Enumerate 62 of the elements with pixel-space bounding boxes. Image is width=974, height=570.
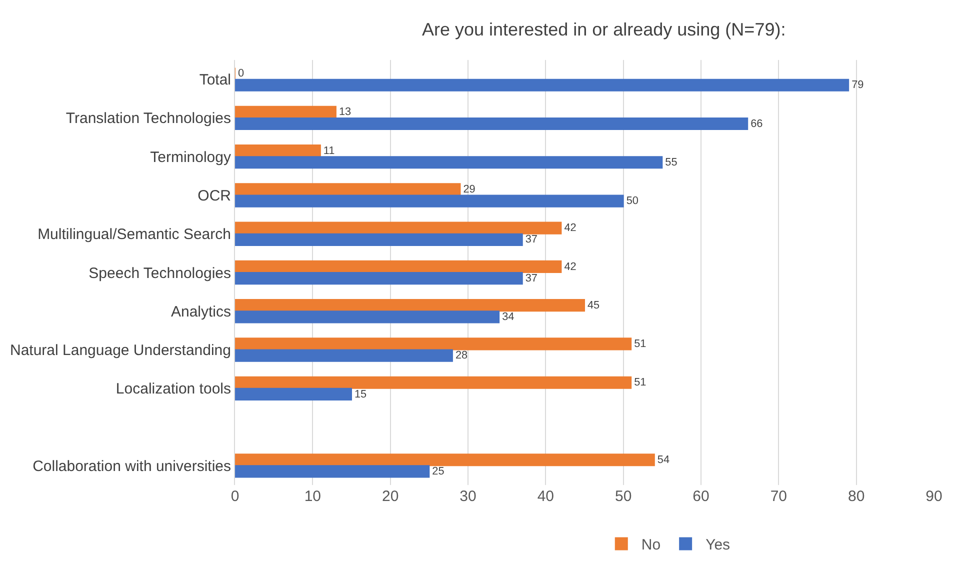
y-tick-label: Analytics (170, 303, 231, 320)
y-tick-label: Collaboration with universities (32, 458, 231, 475)
bar (235, 260, 562, 273)
x-tick-label: 70 (770, 488, 788, 505)
data-label: 13 (338, 106, 352, 118)
data-label: 45 (588, 299, 600, 312)
bar (235, 78, 850, 92)
bar (235, 183, 461, 196)
x-tick-label: 40 (537, 488, 554, 505)
bar (235, 106, 336, 118)
legend-label: Yes (706, 536, 730, 554)
y-tick-label: Terminology (150, 148, 232, 166)
data-label: 11 (323, 144, 335, 157)
data-label: 25 (432, 466, 444, 478)
x-tick-label: 80 (848, 488, 865, 505)
data-label: 42 (564, 260, 576, 273)
bar (235, 144, 321, 158)
y-tick-label: Total (199, 72, 231, 89)
data-label: 79 (852, 79, 864, 92)
bar (235, 376, 632, 389)
data-label: 66 (750, 118, 763, 130)
x-tick-label: 90 (926, 488, 942, 505)
data-label: 28 (455, 350, 468, 362)
bar (235, 454, 655, 466)
legend-label: No (641, 536, 661, 554)
x-tick-label: 10 (304, 488, 322, 505)
data-label: 0 (238, 68, 244, 80)
data-label: 37 (525, 272, 538, 284)
x-tick-label: 0 (230, 488, 240, 505)
x-tick-label: 30 (460, 488, 476, 505)
data-label: 34 (502, 311, 514, 324)
data-label: 29 (463, 184, 476, 196)
bar (235, 388, 352, 400)
bar (235, 194, 624, 208)
data-label: 37 (525, 234, 538, 246)
chart-title: Are you interested in or already using (N=79): (422, 19, 786, 40)
data-label: 15 (354, 388, 367, 400)
bar (235, 310, 500, 324)
data-label: 55 (665, 156, 678, 168)
y-tick-label: Localization tools (116, 380, 231, 398)
y-tick-label: Translation Technologies (66, 110, 231, 128)
data-label: 51 (634, 376, 646, 389)
data-label: 51 (634, 338, 646, 350)
bar (235, 299, 585, 312)
x-tick-label: 50 (614, 488, 632, 505)
bar (235, 222, 562, 234)
x-tick-label: 60 (692, 488, 710, 505)
bar (235, 156, 663, 169)
y-tick-label: OCR (198, 187, 232, 204)
bar (235, 465, 430, 478)
bar (235, 349, 453, 362)
x-tick-label: 20 (382, 488, 399, 505)
data-label: 54 (657, 454, 670, 466)
data-label: 42 (564, 222, 576, 234)
y-tick-label: Speech Technologies (88, 264, 231, 282)
bar (235, 338, 632, 350)
data-label: 50 (626, 195, 638, 208)
bar (235, 117, 748, 130)
y-tick-label: Natural Language Understanding (10, 342, 231, 360)
bar (235, 272, 523, 285)
bar (235, 233, 523, 246)
y-tick-label: Multilingual/Semantic Search (38, 226, 231, 244)
